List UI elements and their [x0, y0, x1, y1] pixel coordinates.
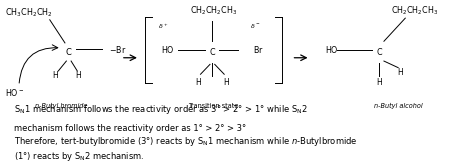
- Text: $\mathregular{HO^-}$: $\mathregular{HO^-}$: [5, 87, 24, 98]
- Text: $\delta^+$: $\delta^+$: [158, 22, 169, 31]
- Text: H: H: [224, 78, 229, 87]
- Text: $\mathregular{Br}$: $\mathregular{Br}$: [253, 44, 264, 55]
- Text: H: H: [53, 71, 58, 80]
- Text: C: C: [210, 48, 215, 57]
- Text: C: C: [376, 48, 382, 57]
- Text: C: C: [66, 48, 72, 57]
- Text: H: H: [75, 71, 81, 80]
- Text: $\mathregular{CH_2CH_2CH_3}$: $\mathregular{CH_2CH_2CH_3}$: [190, 4, 237, 17]
- Text: H: H: [376, 78, 382, 87]
- Text: (1°) reacts by $\mathregular{S_N}$2 mechanism.: (1°) reacts by $\mathregular{S_N}$2 mech…: [14, 150, 145, 163]
- Text: $\mathregular{CH_3CH_2CH_2}$: $\mathregular{CH_3CH_2CH_2}$: [5, 7, 53, 19]
- Text: $\delta^-$: $\delta^-$: [250, 22, 260, 30]
- Text: H: H: [398, 68, 403, 77]
- Text: n-Butyl bromide: n-Butyl bromide: [36, 102, 88, 109]
- Text: $\mathregular{HO}$: $\mathregular{HO}$: [325, 44, 338, 55]
- Text: Transition state: Transition state: [188, 103, 238, 109]
- Text: $\mathregular{-Br}$: $\mathregular{-Br}$: [109, 44, 127, 55]
- Text: $\mathregular{CH_2CH_2CH_3}$: $\mathregular{CH_2CH_2CH_3}$: [391, 4, 438, 17]
- Text: $\mathregular{HO}$: $\mathregular{HO}$: [162, 44, 175, 55]
- Text: Therefore, tert-butylbromide (3°) reacts by $\mathregular{S_N}$1 mechanism while: Therefore, tert-butylbromide (3°) reacts…: [14, 135, 358, 148]
- Text: mechanism follows the reactivity order as 1° > 2° > 3°: mechanism follows the reactivity order a…: [14, 124, 246, 133]
- Text: H: H: [195, 78, 201, 87]
- Text: n-Butyl alcohol: n-Butyl alcohol: [374, 102, 422, 109]
- Text: $\mathregular{S_N}$1 mechanism follows the reactivity order as 3° > 2° > 1° whil: $\mathregular{S_N}$1 mechanism follows t…: [14, 103, 308, 116]
